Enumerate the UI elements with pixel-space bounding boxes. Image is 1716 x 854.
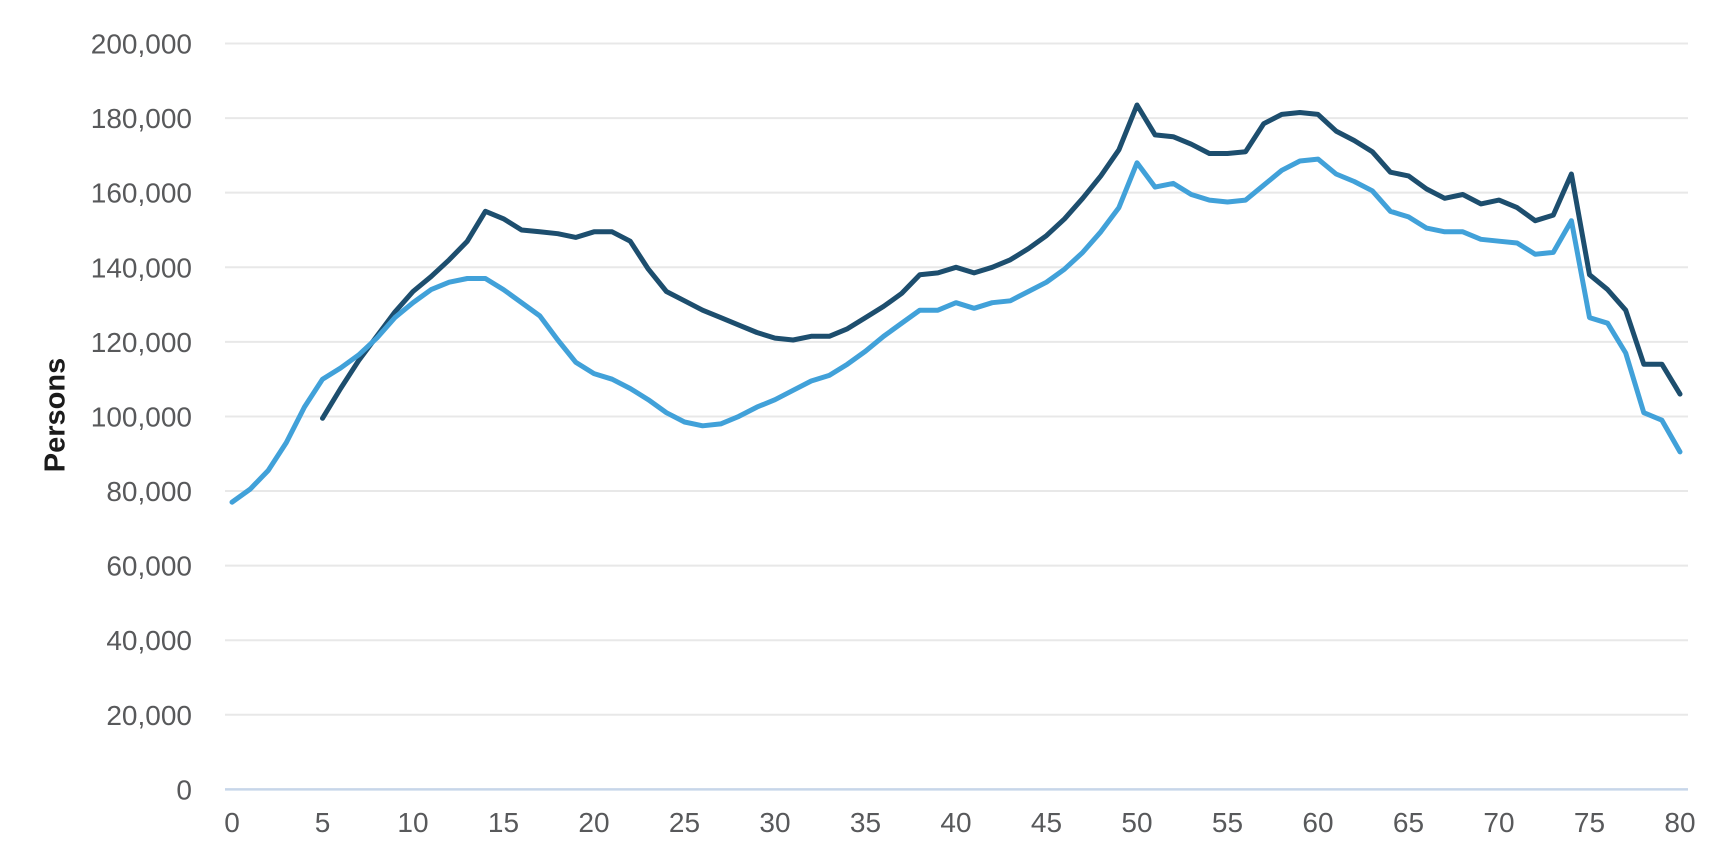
x-tick-label: 5 — [315, 807, 331, 838]
x-tick-label: 0 — [224, 807, 240, 838]
x-axis-tick-labels: 0 5 10 15 20 25 30 35 40 45 50 55 60 65 70 75 80 — [224, 807, 1695, 838]
x-tick-label: 55 — [1212, 807, 1243, 838]
light-blue-line — [229, 156, 1683, 505]
y-tick-label: 100,000 — [91, 401, 192, 432]
y-tick-label: 160,000 — [91, 178, 192, 209]
x-tick-label: 65 — [1393, 807, 1424, 838]
x-tick-label: 60 — [1302, 807, 1333, 838]
y-tick-label: 20,000 — [106, 700, 192, 731]
x-tick-label: 20 — [578, 807, 609, 838]
y-tick-label: 0 — [176, 774, 192, 805]
x-tick-label: 45 — [1031, 807, 1062, 838]
y-tick-label: 60,000 — [106, 551, 192, 582]
y-tick-label: 200,000 — [91, 29, 192, 60]
series-lines — [229, 102, 1683, 505]
x-tick-label: 15 — [488, 807, 519, 838]
x-tick-label: 10 — [397, 807, 428, 838]
x-tick-label: 70 — [1483, 807, 1514, 838]
y-tick-label: 80,000 — [106, 476, 192, 507]
x-tick-label: 40 — [940, 807, 971, 838]
gridlines — [225, 42, 1688, 791]
y-axis-title: Persons — [40, 358, 72, 472]
x-tick-label: 25 — [669, 807, 700, 838]
x-tick-label: 80 — [1664, 807, 1695, 838]
y-axis-tick-labels: 0 20,000 40,000 60,000 80,000 100,000 120,000 1… — [91, 29, 192, 806]
dark-blue-line — [320, 102, 1683, 421]
y-tick-label: 120,000 — [91, 327, 192, 358]
x-tick-label: 35 — [850, 807, 881, 838]
y-tick-label: 180,000 — [91, 103, 192, 134]
y-tick-label: 40,000 — [106, 625, 192, 656]
x-tick-label: 50 — [1121, 807, 1152, 838]
y-tick-label: 140,000 — [91, 252, 192, 283]
x-tick-label: 75 — [1574, 807, 1605, 838]
x-tick-label: 30 — [759, 807, 790, 838]
